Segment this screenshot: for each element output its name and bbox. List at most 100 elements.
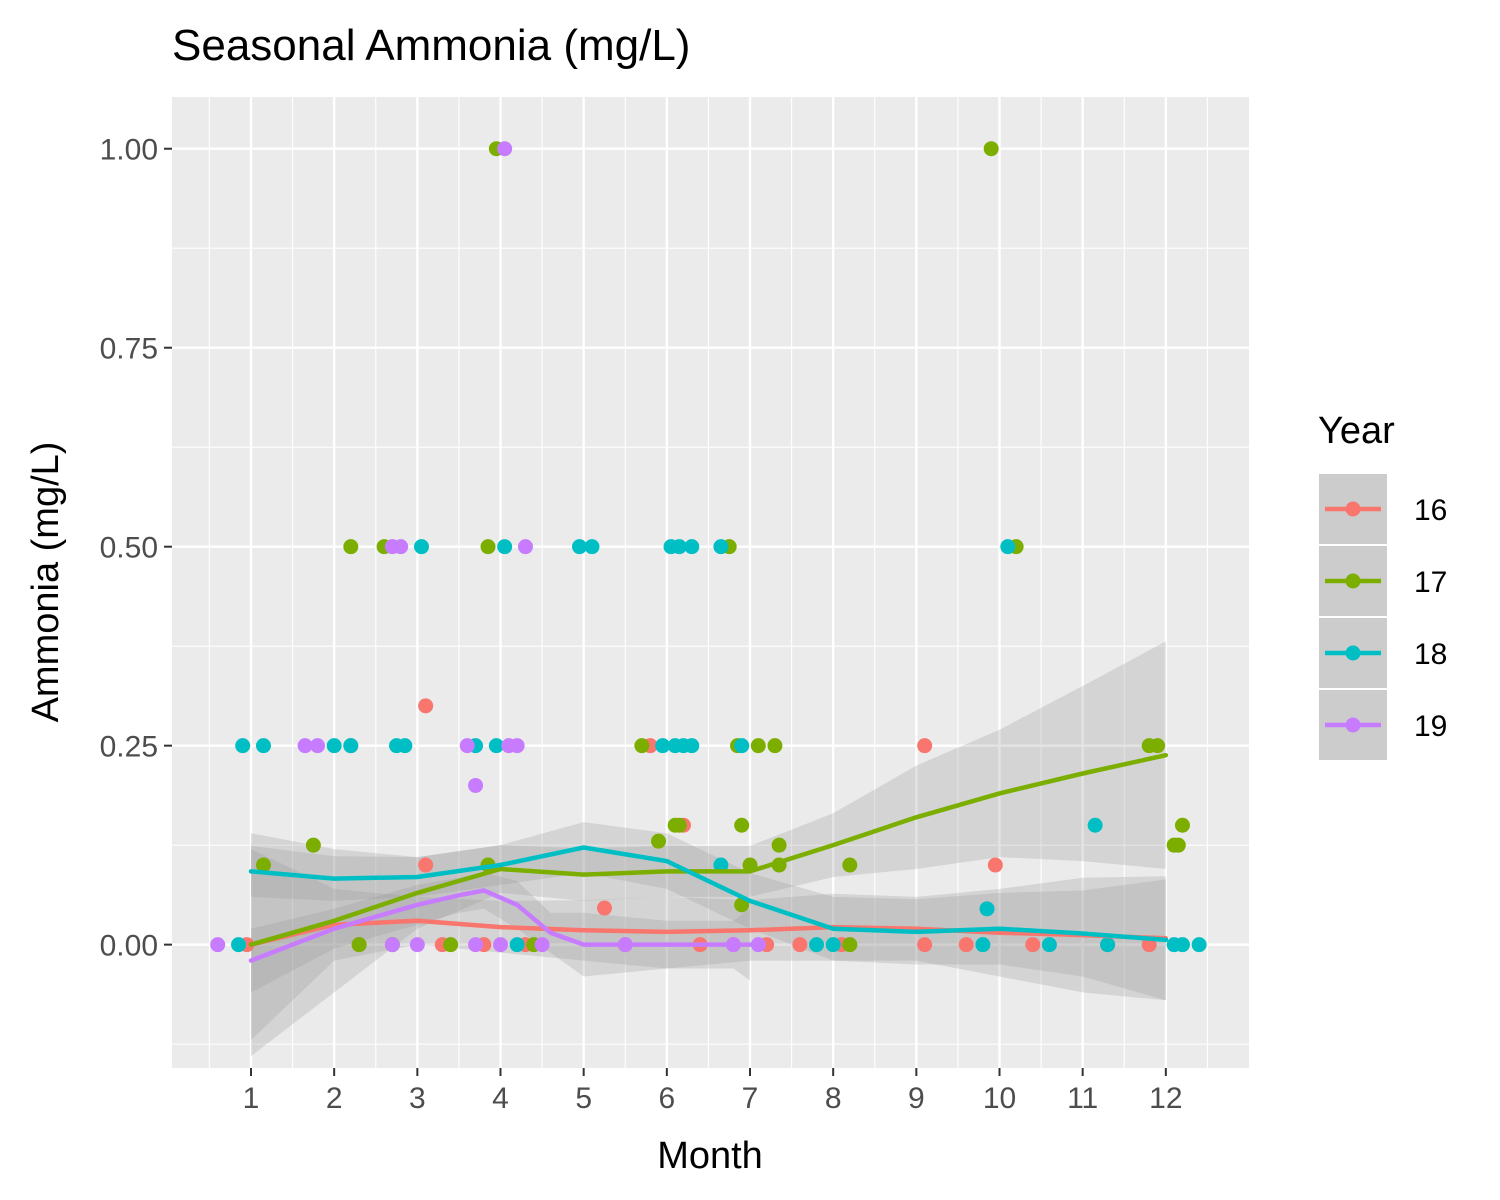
data-point [987,857,1003,873]
data-point [1150,738,1166,754]
data-point [343,738,359,754]
confidence-band [251,872,750,993]
legend-marker [1345,717,1361,733]
legend-marker [1345,645,1361,661]
x-tick-label: 5 [575,1082,592,1115]
data-point [517,539,533,555]
x-tick-label: 7 [742,1082,759,1115]
y-tick-label: 1.00 [100,134,158,167]
data-point [792,937,808,953]
x-tick-label: 4 [492,1082,509,1115]
data-point [459,738,475,754]
data-point [409,937,425,953]
data-point [1041,937,1057,953]
data-point [713,857,729,873]
data-point [842,857,858,873]
data-point [684,539,700,555]
data-point [1000,539,1016,555]
data-point [509,738,525,754]
data-point [393,539,409,555]
data-point [983,141,999,157]
data-point [488,738,504,754]
data-point [1087,817,1103,833]
trend-line [248,845,1169,943]
data-point [497,141,513,157]
data-point [210,937,226,953]
x-tick-label: 6 [658,1082,675,1115]
data-point [509,937,525,953]
data-point [1174,937,1190,953]
data-point [750,738,766,754]
data-point [958,937,974,953]
data-point [975,937,991,953]
data-point [667,738,683,754]
data-point [413,539,429,555]
data-point [671,539,687,555]
grid-lines [172,97,1249,1068]
data-point [231,937,247,953]
data-point [750,937,766,953]
legend: 16 17 18 19 [1317,472,1447,762]
data-point [255,738,271,754]
data-point [297,738,313,754]
data-point [1174,817,1190,833]
legend-label: 17 [1414,566,1447,599]
data-point [1191,937,1207,953]
data-point [734,738,750,754]
data-point [493,937,509,953]
trend-lines [248,752,1169,963]
data-point [917,738,933,754]
confidence-band [251,641,1166,1057]
x-tick-label: 1 [243,1082,260,1115]
data-point [596,900,612,916]
legend-label: 19 [1414,710,1447,743]
x-tick-label: 2 [326,1082,343,1115]
data-point [310,738,326,754]
legend-label: 18 [1414,638,1447,671]
data-point [809,937,825,953]
data-point [767,738,783,754]
data-point [572,539,588,555]
data-point [397,738,413,754]
y-tick-label: 0.75 [100,333,158,366]
data-point [235,738,251,754]
data-point [534,937,550,953]
data-point [684,738,700,754]
x-tick-label: 11 [1067,1082,1098,1115]
trend-line [248,918,1169,947]
y-tick-label: 0.00 [100,930,158,963]
legend-marker [1345,573,1361,589]
data-point [497,539,513,555]
y-axis-title: Ammonia (mg/L) [25,442,67,723]
data-point [734,817,750,833]
data-point [468,937,484,953]
data-point [842,937,858,953]
plot-panel [172,97,1249,1068]
data-point [255,857,271,873]
data-point [1170,837,1186,853]
legend-title: Year [1318,410,1395,452]
y-tick-label: 0.25 [100,731,158,764]
trend-line [248,888,753,963]
data-point [343,539,359,555]
data-point [584,539,600,555]
data-point [651,833,667,849]
axes: 1 2 3 4 5 6 7 8 9 10 11 120.000.250.500.751.00 [100,134,1183,1115]
data-point [443,937,459,953]
legend-marker [1345,501,1361,517]
data-point [713,539,729,555]
data-point [384,937,400,953]
data-point [351,937,367,953]
data-point [468,777,484,793]
data-point [771,837,787,853]
x-tick-label: 9 [908,1082,925,1115]
data-point [326,738,342,754]
data-point [1100,937,1116,953]
x-tick-label: 10 [983,1082,1016,1115]
data-point [655,738,671,754]
data-point [418,698,434,714]
x-axis-title: Month [657,1135,763,1177]
data-point [1025,937,1041,953]
x-tick-label: 8 [825,1082,842,1115]
